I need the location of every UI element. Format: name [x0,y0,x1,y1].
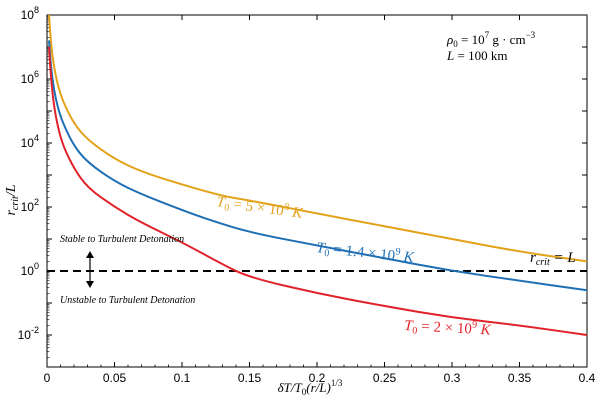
x-axis-label: δT/T0(r/L)1/3 [278,378,343,396]
y-tick-label: 102 [21,197,39,214]
y-tick-label: 104 [21,133,39,150]
x-tick-label: 0.35 [508,371,532,385]
x-tick-label: 0.1 [174,371,191,385]
y-tick-label: 10-2 [18,325,39,342]
series-label-0: T0 = 5 × 108 K [215,192,304,224]
x-tick-label: 0.15 [238,371,262,385]
x-tick-label: 0.25 [373,371,397,385]
stable-label: Stable to Turbulent Detonation [60,234,184,245]
params-line-2: L = 100 km [446,48,507,63]
x-tick-label: 0.4 [579,371,596,385]
y-axis-label: rcrit/L [4,184,21,215]
unstable-label: Unstable to Turbulent Detonation [60,295,195,306]
series-label-2: T0 = 2 × 109 K [404,316,492,341]
ticks-group: 0 0.05 0.1 0.15 0.2 0.25 0.3 0.35 0.4 10-2 100 102 1… [18,5,596,385]
series-label-1: T0 = 1.4 × 109 K [315,238,415,268]
series-line-0 [48,14,588,263]
x-tick-label: 0.05 [103,371,127,385]
double-arrow-icon [86,251,94,288]
rcrit-equals-l-label: rcrit = L [530,250,576,268]
x-tick-label: 0 [44,371,51,385]
params-line-1: ρ0 = 107 g · cm−3 [446,30,536,49]
series-line-1 [48,40,588,292]
y-tick-label: 106 [21,69,39,86]
plot-frame [46,14,588,368]
x-tick-label: 0.3 [444,371,461,385]
y-tick-label: 108 [21,5,39,22]
y-tick-label: 100 [21,261,39,278]
series-line-2 [48,46,588,336]
curves-group [48,14,588,336]
x-tick-label: 0.2 [309,371,326,385]
